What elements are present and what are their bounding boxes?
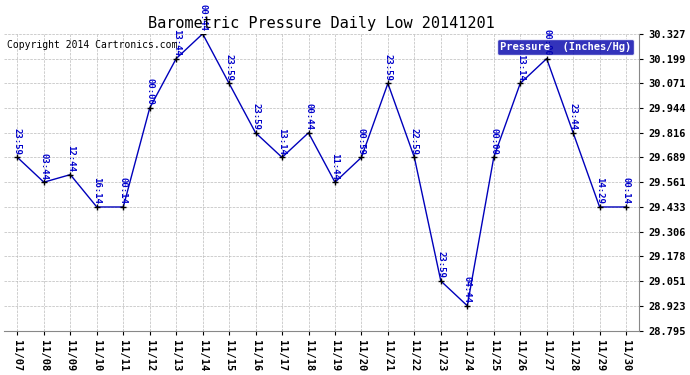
Title: Barometric Pressure Daily Low 20141201: Barometric Pressure Daily Low 20141201 (148, 16, 495, 31)
Text: 11:44: 11:44 (331, 153, 339, 179)
Text: 00:00: 00:00 (542, 29, 551, 56)
Text: 23:59: 23:59 (13, 128, 22, 154)
Text: 23:59: 23:59 (225, 54, 234, 81)
Text: 16:14: 16:14 (92, 177, 101, 204)
Text: 00:00: 00:00 (489, 128, 498, 154)
Text: 00:44: 00:44 (198, 4, 207, 31)
Text: 00:00: 00:00 (145, 78, 155, 105)
Text: 04:44: 04:44 (463, 276, 472, 303)
Text: 14:29: 14:29 (595, 177, 604, 204)
Text: 23:59: 23:59 (251, 103, 260, 130)
Legend: Pressure  (Inches/Hg): Pressure (Inches/Hg) (497, 39, 634, 55)
Text: 23:44: 23:44 (569, 103, 578, 130)
Text: 23:59: 23:59 (436, 251, 445, 278)
Text: 00:59: 00:59 (357, 128, 366, 154)
Text: Copyright 2014 Cartronics.com: Copyright 2014 Cartronics.com (8, 40, 178, 50)
Text: 00:14: 00:14 (622, 177, 631, 204)
Text: 13:14: 13:14 (277, 128, 286, 154)
Text: 22:59: 22:59 (410, 128, 419, 154)
Text: 03:44: 03:44 (39, 153, 48, 179)
Text: 12:44: 12:44 (66, 145, 75, 172)
Text: 00:14: 00:14 (119, 177, 128, 204)
Text: 13:14: 13:14 (515, 54, 524, 81)
Text: 13:44: 13:44 (172, 29, 181, 56)
Text: 23:59: 23:59 (384, 54, 393, 81)
Text: 00:44: 00:44 (304, 103, 313, 130)
